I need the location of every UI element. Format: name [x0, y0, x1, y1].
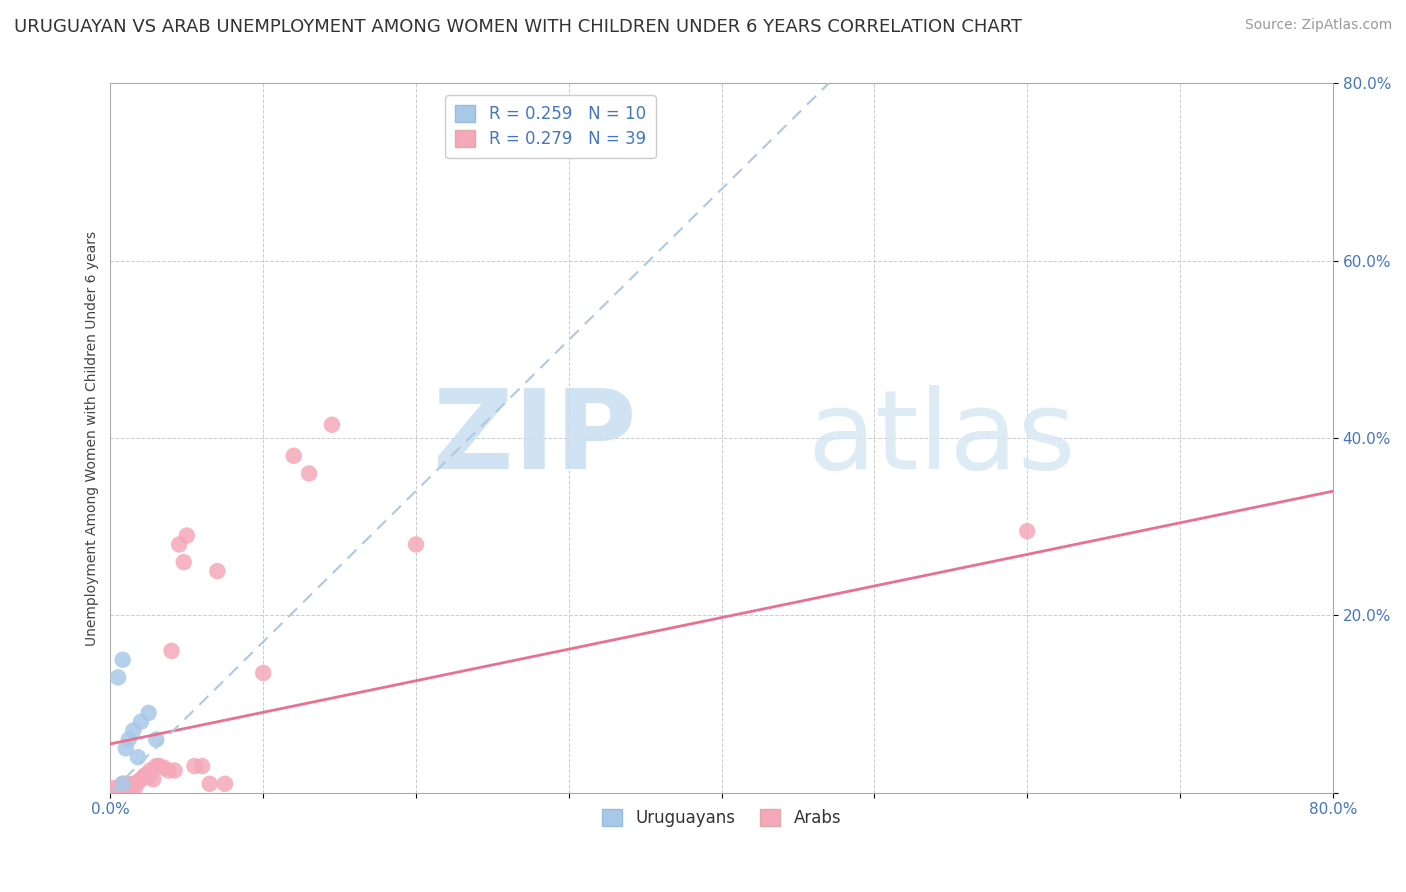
Point: [103, 781, 125, 796]
Point: [129, 772, 152, 787]
Point: [138, 770, 160, 784]
Legend: Uruguayans, Arabs: Uruguayans, Arabs: [595, 803, 848, 834]
Point: [214, 777, 236, 791]
Point: [298, 467, 321, 481]
Point: [167, 537, 190, 551]
Point: [114, 741, 136, 756]
Point: [118, 779, 141, 793]
Text: URUGUAYAN VS ARAB UNEMPLOYMENT AMONG WOMEN WITH CHILDREN UNDER 6 YEARS CORRELATI: URUGUAYAN VS ARAB UNEMPLOYMENT AMONG WOM…: [14, 18, 1022, 36]
Point: [148, 759, 170, 773]
Point: [132, 770, 155, 784]
Y-axis label: Unemployment Among Women with Children Under 6 years: Unemployment Among Women with Children U…: [86, 230, 100, 646]
Point: [111, 781, 134, 796]
Point: [145, 732, 167, 747]
Point: [176, 528, 198, 542]
Point: [142, 772, 165, 787]
Point: [321, 417, 343, 432]
Point: [157, 764, 180, 778]
Point: [163, 764, 186, 778]
Point: [114, 777, 136, 791]
Point: [138, 706, 160, 720]
Point: [173, 555, 195, 569]
Text: Source: ZipAtlas.com: Source: ZipAtlas.com: [1244, 18, 1392, 32]
Point: [105, 783, 128, 797]
Point: [111, 653, 134, 667]
Point: [252, 665, 274, 680]
Point: [129, 714, 152, 729]
Point: [118, 732, 141, 747]
Point: [1017, 524, 1039, 538]
Point: [108, 784, 131, 798]
Point: [191, 759, 214, 773]
Point: [153, 761, 176, 775]
Point: [135, 768, 157, 782]
Point: [283, 449, 305, 463]
Point: [127, 775, 149, 789]
Point: [122, 723, 145, 738]
Point: [124, 781, 146, 796]
Text: atlas: atlas: [807, 384, 1076, 491]
Point: [207, 564, 229, 578]
Point: [111, 777, 134, 791]
Point: [405, 537, 427, 551]
Point: [139, 764, 162, 778]
Point: [107, 782, 129, 797]
Point: [127, 750, 149, 764]
Point: [145, 759, 167, 773]
Point: [121, 777, 143, 791]
Point: [198, 777, 221, 791]
Point: [114, 783, 136, 797]
Point: [111, 777, 134, 791]
Text: ZIP: ZIP: [433, 384, 636, 491]
Point: [122, 779, 145, 793]
Point: [183, 759, 205, 773]
Point: [107, 670, 129, 684]
Point: [160, 644, 183, 658]
